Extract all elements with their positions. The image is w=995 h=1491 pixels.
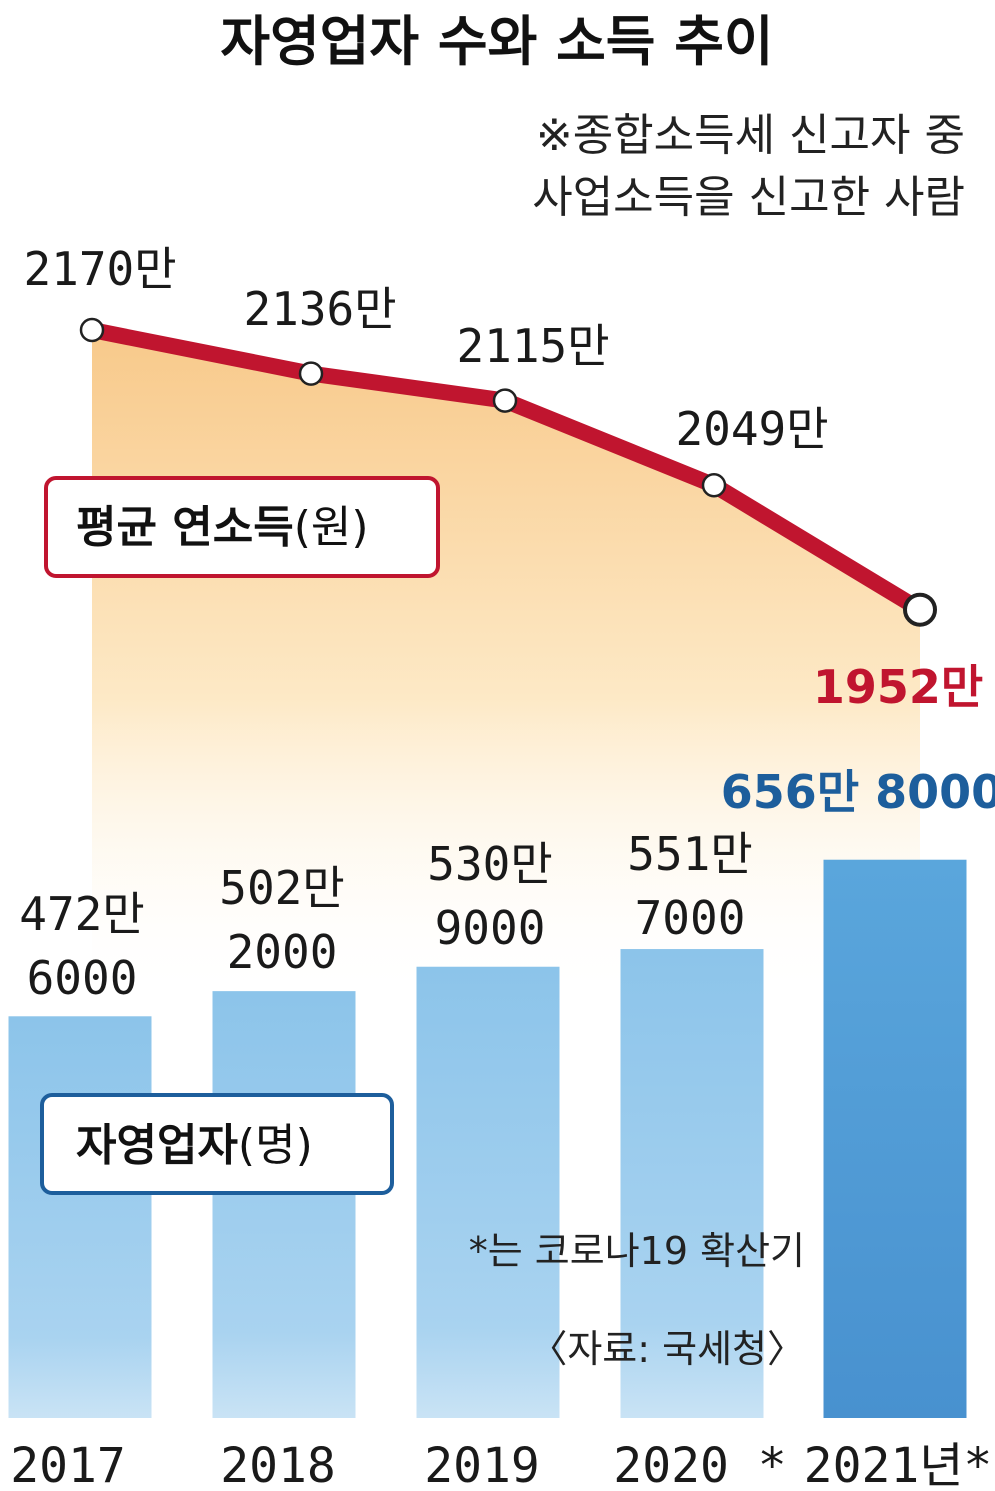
income-point-2021 bbox=[903, 592, 937, 627]
chart-title: 자영업자 수와 소득 추이 bbox=[220, 10, 773, 73]
bar-label-2019-line1: 530만 bbox=[427, 837, 552, 891]
labels-layer: 2170만 2136만 2115만 2049만 1952만 472만 6000 502만 200… bbox=[19, 242, 995, 1005]
bar-2021 bbox=[823, 859, 967, 1418]
bar-label-2019-line2: 9000 bbox=[435, 901, 546, 955]
source-note: 〈자료: 국세청〉 bbox=[529, 1327, 805, 1371]
legend-self-employed-name: 자영업자 bbox=[76, 1120, 238, 1171]
income-label-2020: 2049만 bbox=[675, 402, 828, 456]
year-label-2021: 2021년* bbox=[804, 1438, 993, 1491]
income-label-2018: 2136만 bbox=[243, 282, 396, 336]
income-point-2020 bbox=[701, 472, 727, 498]
bar-2018 bbox=[212, 991, 356, 1418]
bar-label-2017-line2: 6000 bbox=[27, 951, 138, 1005]
points-layer bbox=[79, 317, 937, 627]
note-line-2: 사업소득을 신고한 사람 bbox=[532, 172, 965, 223]
year-label-2018: 2018 bbox=[220, 1438, 336, 1491]
bar-2019 bbox=[416, 966, 560, 1418]
legend-income-unit: (원) bbox=[294, 502, 369, 553]
bar-label-2020-line1: 551만 bbox=[627, 827, 752, 881]
income-point-2019 bbox=[492, 388, 518, 413]
legend-self-employed-unit: (명) bbox=[238, 1120, 313, 1171]
bar-2017 bbox=[8, 1016, 152, 1418]
footnote-covid: *는 코로나19 확산기 bbox=[469, 1229, 805, 1273]
legend-income: 평균 연소득(원) bbox=[44, 476, 440, 578]
bar-label-2018-line1: 502만 bbox=[219, 861, 344, 915]
svg-text:자영업자(명): 자영업자(명) bbox=[76, 1120, 313, 1171]
bar-label-2018-line2: 2000 bbox=[227, 925, 338, 979]
svg-text:평균 연소득(원): 평균 연소득(원) bbox=[76, 502, 369, 553]
bar-label-2017-line1: 472만 bbox=[19, 887, 144, 941]
income-label-2021: 1952만 bbox=[813, 660, 983, 714]
bar-2020 bbox=[620, 949, 764, 1418]
income-point-2018 bbox=[298, 361, 324, 386]
income-point-2017 bbox=[79, 317, 105, 343]
bar-label-2021-line1: 656만 8000 bbox=[721, 765, 995, 819]
year-label-2019: 2019 bbox=[424, 1438, 540, 1491]
bars-layer bbox=[8, 859, 967, 1418]
year-label-2017: 2017 bbox=[10, 1438, 126, 1491]
legend-self-employed: 자영업자(명) bbox=[40, 1093, 394, 1195]
bar-label-2020-line2: 7000 bbox=[635, 891, 746, 945]
income-label-2017: 2170만 bbox=[23, 242, 176, 296]
legend-income-name: 평균 연소득 bbox=[76, 502, 294, 553]
income-label-2019: 2115만 bbox=[456, 319, 609, 373]
note-line-1: ※종합소득세 신고자 중 bbox=[536, 110, 965, 161]
year-label-2020: 2020 * bbox=[613, 1438, 786, 1491]
x-axis-labels: 2017 2018 2019 2020 * 2021년* bbox=[10, 1438, 992, 1491]
